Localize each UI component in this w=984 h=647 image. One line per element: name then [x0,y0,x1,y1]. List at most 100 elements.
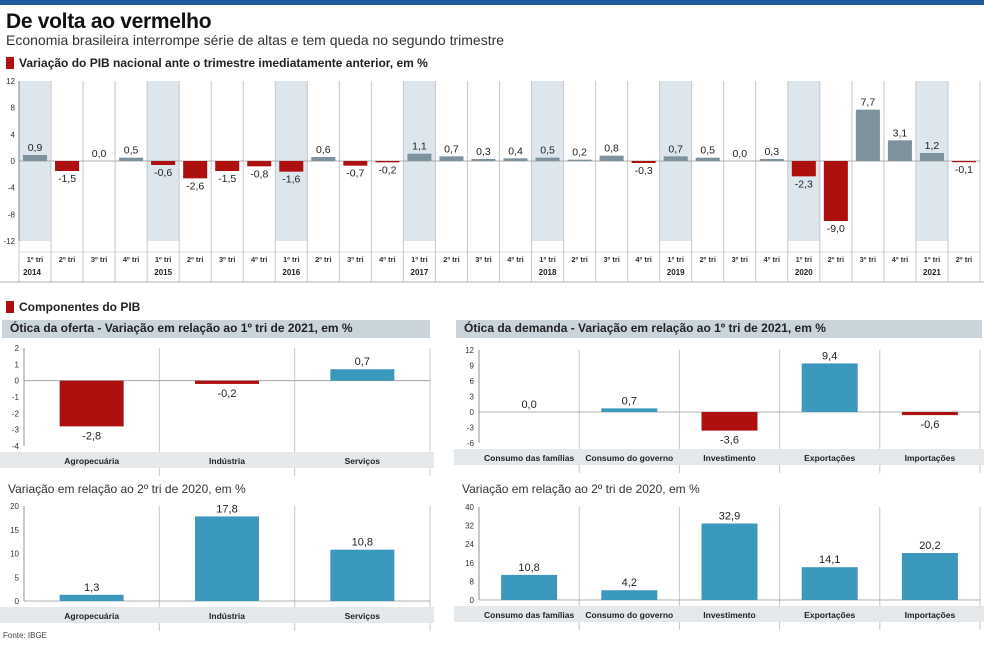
gdp-data-label: 1,1 [412,141,427,153]
category-label: Exportações [804,610,855,620]
y-tick-label: -3 [12,426,20,435]
components-section-heading: Componentes do PIB [6,300,140,314]
year-label: 2018 [539,268,557,277]
gdp-bar [151,161,176,165]
category-label: Serviços [345,611,381,621]
gdp-data-label: 1,2 [925,140,940,152]
component-data-label: 0,0 [521,399,536,411]
category-label: Investimento [703,610,755,620]
gdp-data-label: 0,0 [92,148,107,160]
component-data-label: -0,2 [218,388,237,400]
y-tick-label: 5 [15,573,20,582]
gdp-data-label: 3,1 [893,127,908,139]
component-bar [801,363,858,412]
gdp-quarterly-chart: 12 8 4 0 -4 -8 -12 0,9 1º tri -1,5 2º tri 0,0 3º tri… [0,77,984,283]
y-tick-label: 12 [6,77,15,86]
category-label: Importações [905,610,956,620]
quarter-tick-label: 1º tri [411,255,428,264]
gdp-bar [279,161,304,172]
category-label: Investimento [703,453,755,463]
source-note: Fonte: IBGE [3,631,48,640]
category-band [454,606,984,622]
gdp-data-label: 0,5 [700,145,715,157]
component-bar [601,590,658,600]
quarter-tick-label: 4º tri [379,255,396,264]
year-label: 2021 [923,268,941,277]
supply-2020-title: Variação em relação ao 2º tri de 2020, e… [8,482,246,496]
y-tick-label: 8 [11,104,16,113]
quarter-tick-label: 2º tri [956,255,973,264]
y-tick-label: 40 [465,503,474,512]
category-label: Importações [905,453,956,463]
gdp-data-label: 0,2 [572,147,587,159]
component-bar [59,380,124,427]
year-label: 2019 [667,268,685,277]
gdp-bar [183,161,208,179]
y-tick-label: 10 [10,550,19,559]
gdp-bar [791,161,816,177]
component-data-label: 20,2 [919,540,940,552]
category-band [0,607,434,623]
category-label: Consumo das famílias [484,453,574,463]
component-bar [330,549,395,601]
gdp-data-label: -0,8 [250,168,268,180]
gdp-data-label: -2,3 [795,178,813,190]
gdp-bar [663,156,688,161]
gdp-data-label: -1,5 [218,173,236,185]
gdp-bar [311,157,336,161]
gdp-data-label: 0,0 [732,148,747,160]
gdp-bar [247,161,272,167]
quarter-tick-label: 4º tri [251,255,268,264]
component-data-label: 1,3 [84,582,99,594]
gdp-data-label: -2,6 [186,180,204,192]
y-tick-label: 0 [15,377,20,386]
gdp-bar [471,159,496,161]
gdp-data-label: 0,7 [444,143,459,155]
category-band [0,452,434,468]
component-data-label: 32,9 [719,511,740,523]
y-tick-label: -8 [8,210,16,219]
y-tick-label: -4 [8,184,16,193]
component-bar [195,380,259,384]
gdp-data-label: -9,0 [827,223,845,235]
gdp-data-label: 0,8 [604,143,619,155]
gdp-bar [759,159,784,161]
component-bar [601,408,658,412]
y-tick-label: 4 [11,130,16,139]
quarter-tick-label: 4º tri [764,255,781,264]
y-tick-label: 6 [470,377,475,386]
component-data-label: -0,6 [920,419,939,431]
quarter-tick-label: 1º tri [924,255,941,264]
y-tick-label: 0 [470,596,475,605]
category-label: Indústria [209,611,245,621]
gdp-section-heading: Variação do PIB nacional ante o trimestr… [6,56,428,70]
gdp-bar [407,153,432,161]
y-tick-label: -3 [467,424,475,433]
component-bar [330,369,395,381]
supply-q1-title: Ótica da oferta - Variação em relação ao… [2,320,430,338]
y-tick-label: 24 [465,540,474,549]
gdp-bar [599,155,624,161]
category-label: Exportações [804,453,855,463]
category-label: Agropecuária [64,456,119,466]
y-tick-label: -4 [12,442,20,451]
component-bar [701,523,758,600]
component-data-label: 10,8 [352,537,373,549]
quarter-tick-label: 1º tri [27,255,44,264]
gdp-data-label: 0,3 [764,146,779,158]
year-label: 2015 [154,268,172,277]
gdp-data-label: 0,9 [28,142,43,154]
supply-2020-chart: 20 15 10 5 0 1,3 Agropecuária 17,8 Indústria 10,8… [0,502,434,631]
quarter-tick-label: 2º tri [571,255,588,264]
supply-q1-chart: 2 1 0 -1 -2 -3 -4 -2,8 Agropecuária -0,2 Indústria… [0,344,434,476]
component-bar [59,594,124,601]
quarter-tick-label: 2º tri [59,255,76,264]
quarter-tick-label: 4º tri [123,255,140,264]
year-label: 2020 [795,268,813,277]
gdp-bar [119,157,144,161]
year-label: 2017 [411,268,429,277]
gdp-bar [535,157,560,161]
quarter-tick-label: 4º tri [507,255,524,264]
gdp-bar [695,157,720,161]
demand-q1-title: Ótica da demanda - Variação em relação a… [456,320,982,338]
